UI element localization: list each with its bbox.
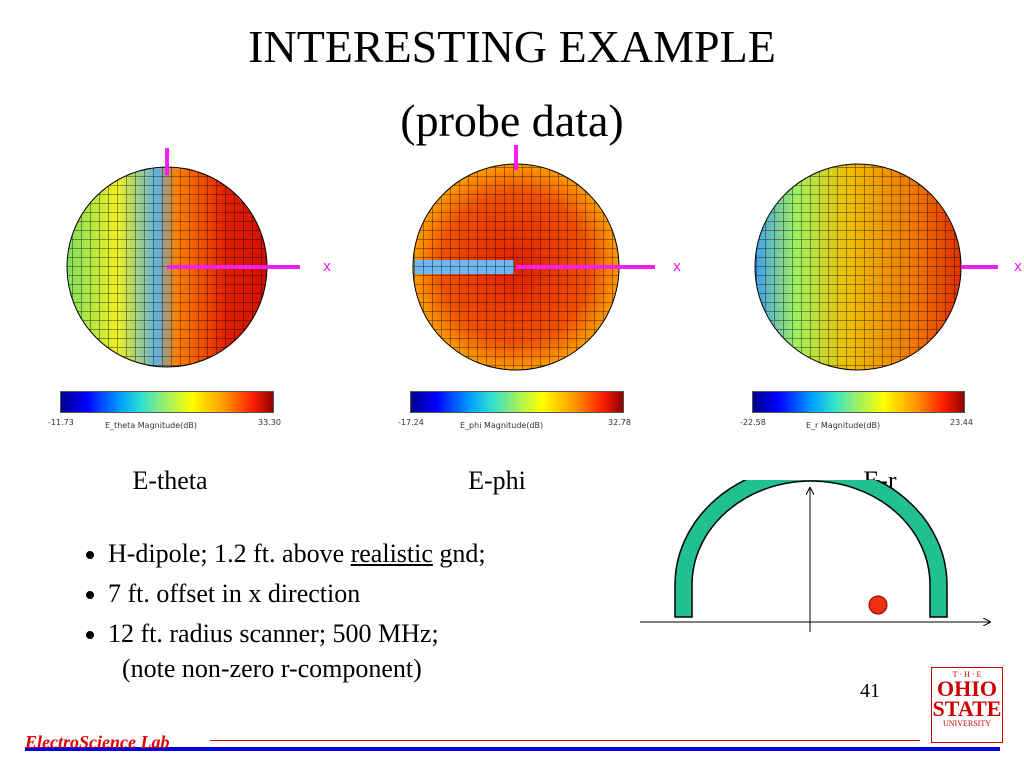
text: 12 ft. radius scanner; 500 MHz; [108,619,439,648]
colorbar-label: E_phi Magnitude(dB) [460,421,544,430]
footer-rule [25,747,1000,751]
colorbar-max: 23.44 [950,418,973,427]
axis-label: x [323,259,331,275]
panel-label: E-theta [132,466,208,495]
sphere [754,163,998,371]
panel-label: E-phi [468,466,526,495]
colorbar-min: -22.58 [740,418,766,427]
sphere-plots: x x x [66,145,1022,371]
sphere [66,148,300,368]
footer-rule [210,740,920,741]
colorbar-label: E_r Magnitude(dB) [806,421,881,430]
title: INTERESTING EXAMPLE [248,21,776,72]
colorbar-min: -17.24 [398,418,424,427]
page-number: 41 [860,680,880,702]
logo-text: UNIVERSITY [943,719,991,728]
bullet: H-dipole; 1.2 ft. above realistic gnd; [108,534,486,574]
footer: ElectroScience Lab [25,732,170,752]
underlined-text: realistic [350,539,433,568]
logo-text: OHIO [937,676,997,701]
bullet: 7 ft. offset in x direction [108,574,486,614]
logo: T · H · E OHIO STATE UNIVERSITY [931,667,1003,743]
text: H-dipole; 1.2 ft. above [108,539,351,568]
bullet-list: H-dipole; 1.2 ft. above realistic gnd; 7… [72,534,486,654]
colorbar-label: E_theta Magnitude(dB) [105,421,197,430]
subtitle: (probe data) [400,95,624,146]
sphere [412,145,655,371]
scanner-diagram [640,480,1000,632]
colorbar [60,391,274,413]
colorbar-min: -11.73 [48,418,74,427]
colorbar-max: 33.30 [258,418,281,427]
axis-label: x [673,259,681,275]
axis-label: x [1014,259,1022,275]
logo-text: T · H · E [952,670,982,679]
bullet: 12 ft. radius scanner; 500 MHz; [108,614,486,654]
colorbar [410,391,624,413]
text: 7 ft. offset in x direction [108,579,361,608]
logo-text: STATE [932,696,1002,721]
colorbar-max: 32.78 [608,418,631,427]
note: (note non-zero r-component) [122,654,422,683]
colorbar [752,391,965,413]
text: gnd; [432,539,486,568]
